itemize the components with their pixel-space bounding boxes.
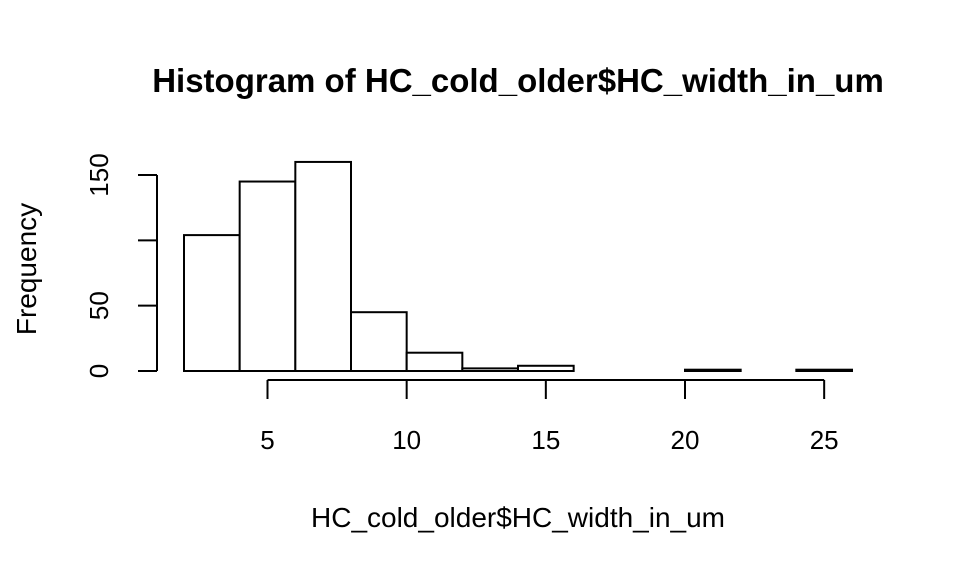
x-tick-label: 20 xyxy=(671,425,700,455)
y-tick-label: 0 xyxy=(84,364,114,378)
bars-group xyxy=(183,160,853,373)
histogram-bar xyxy=(684,368,742,372)
x-tick-label: 15 xyxy=(531,425,560,455)
y-axis-label: Frequency xyxy=(11,203,42,335)
histogram-bar xyxy=(461,367,520,372)
x-tick-label: 25 xyxy=(810,425,839,455)
x-axis: 5 10 15 20 25 xyxy=(260,379,839,455)
histogram-bar xyxy=(294,160,353,372)
histogram-bar xyxy=(238,180,297,372)
x-tick-label: 5 xyxy=(260,425,274,455)
x-axis-label: HC_cold_older$HC_width_in_um xyxy=(311,502,725,533)
x-tick-label: 10 xyxy=(392,425,421,455)
histogram-bar xyxy=(517,364,575,373)
y-tick-label: 150 xyxy=(84,153,114,196)
y-tick-label: 50 xyxy=(84,291,114,320)
histogram-bar xyxy=(795,368,853,372)
histogram-bar xyxy=(350,311,408,373)
histogram-bar xyxy=(183,234,241,372)
y-axis: 0 50 150 xyxy=(84,153,158,378)
histogram-bar xyxy=(405,351,464,372)
chart-title: Histogram of HC_cold_older$HC_width_in_u… xyxy=(152,62,884,99)
